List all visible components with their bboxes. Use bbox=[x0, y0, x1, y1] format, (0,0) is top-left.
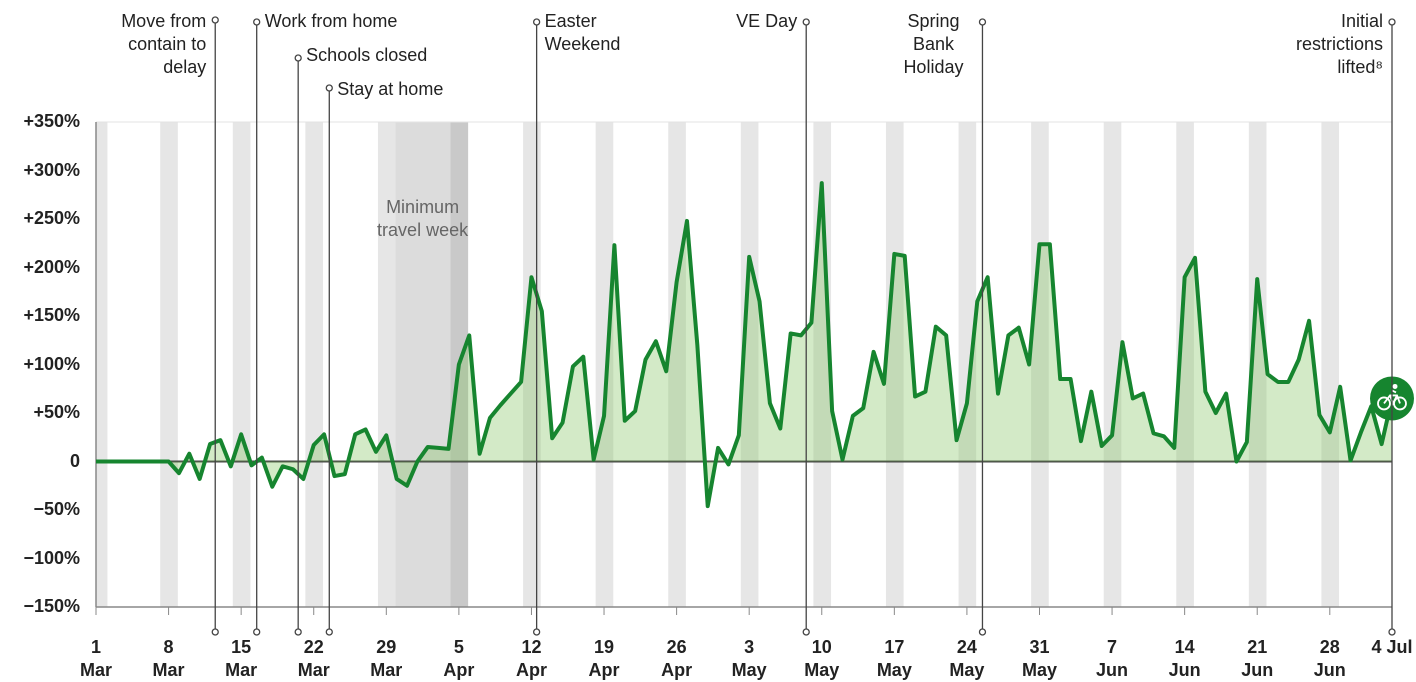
x-tick-label: 19 Apr bbox=[588, 637, 620, 680]
x-tick-label: 12 Apr bbox=[515, 637, 547, 680]
event-dot bbox=[1388, 18, 1396, 26]
weekend-band bbox=[1248, 122, 1267, 607]
x-tick-label: 7 Jun bbox=[1096, 637, 1129, 680]
x-tick-label: 15 Mar bbox=[225, 637, 258, 680]
event-dot bbox=[802, 628, 810, 636]
x-tick-label: 17 May bbox=[876, 637, 912, 680]
x-tick-label: 14 Jun bbox=[1168, 637, 1201, 680]
event-label: Easter Weekend bbox=[544, 11, 621, 54]
x-tick-label: 29 Mar bbox=[370, 637, 403, 680]
x-tick-label: 3 May bbox=[731, 637, 767, 680]
wheel bbox=[1377, 396, 1391, 411]
rider-head bbox=[1392, 383, 1398, 389]
x-tick-label: 31 May bbox=[1021, 637, 1057, 680]
event-dot bbox=[1388, 628, 1396, 636]
event-label: Initial restrictions lifted⁸ bbox=[1295, 11, 1383, 77]
event-dot bbox=[532, 628, 541, 636]
area bbox=[96, 183, 1392, 507]
x-tick-label: 10 May bbox=[804, 637, 840, 680]
weekend-band bbox=[232, 122, 251, 607]
x-tick-label: 8 Mar bbox=[152, 637, 185, 680]
weekend-band bbox=[377, 122, 396, 607]
y-tick-label: 0 bbox=[69, 450, 80, 471]
event-label: Stay at home bbox=[337, 79, 444, 99]
x-tick-label: 24 May bbox=[949, 637, 985, 680]
weekend-band bbox=[96, 122, 108, 607]
x-tick-label: 1 Mar bbox=[79, 637, 112, 680]
y-tick-label: +150% bbox=[23, 305, 80, 325]
y-tick-label: −150% bbox=[23, 596, 80, 616]
event-dot bbox=[325, 84, 333, 92]
weekend-band bbox=[305, 122, 323, 607]
weekend-band bbox=[740, 122, 759, 607]
event-dot bbox=[211, 628, 219, 636]
y-tick-label: +200% bbox=[23, 256, 80, 277]
weekend-band bbox=[958, 122, 977, 607]
event-dot bbox=[294, 54, 302, 62]
weekend-band bbox=[160, 122, 178, 607]
x-tick-label: 4 Jul bbox=[1371, 637, 1413, 657]
y-tick-label: +350% bbox=[23, 111, 80, 131]
y-tick-label: +300% bbox=[23, 159, 80, 180]
event-dot bbox=[978, 628, 987, 636]
weekend-band bbox=[595, 122, 614, 607]
x-tick-label: 22 Mar bbox=[297, 637, 330, 680]
event-dot bbox=[325, 628, 333, 636]
event-dot bbox=[802, 18, 810, 26]
weekend-band bbox=[1321, 122, 1340, 607]
event-dot bbox=[532, 18, 541, 26]
frame bbox=[1383, 389, 1401, 406]
event-label: Schools closed bbox=[306, 45, 428, 65]
y-tick-label: +100% bbox=[23, 353, 80, 374]
shaded-period-label: Minimum travel week bbox=[377, 197, 469, 240]
event-dot bbox=[253, 628, 261, 636]
event-dot bbox=[978, 18, 987, 26]
x-tick-label: 5 Apr bbox=[443, 637, 475, 680]
y-tick-label: +250% bbox=[23, 208, 80, 228]
event-dot bbox=[211, 16, 219, 24]
weekend-band bbox=[1176, 122, 1194, 607]
x-tick-label: 21 Jun bbox=[1241, 637, 1274, 680]
event-dot bbox=[294, 628, 302, 636]
x-tick-label: 26 Apr bbox=[661, 637, 693, 680]
event-label: Spring Bank Holiday bbox=[903, 11, 964, 77]
y-tick-label: −50% bbox=[33, 499, 80, 519]
line bbox=[96, 181, 1394, 509]
weekend-band bbox=[885, 122, 904, 607]
event-label: Move from contain to delay bbox=[121, 11, 207, 77]
y-tick-label: +50% bbox=[33, 402, 80, 422]
weekend-band bbox=[1103, 122, 1122, 607]
event-label: VE Day bbox=[736, 11, 798, 31]
event-label: Work from home bbox=[264, 11, 398, 31]
x-tick-label: 28 Jun bbox=[1313, 637, 1346, 680]
event-dot bbox=[253, 18, 261, 26]
y-tick-label: −100% bbox=[23, 547, 80, 568]
